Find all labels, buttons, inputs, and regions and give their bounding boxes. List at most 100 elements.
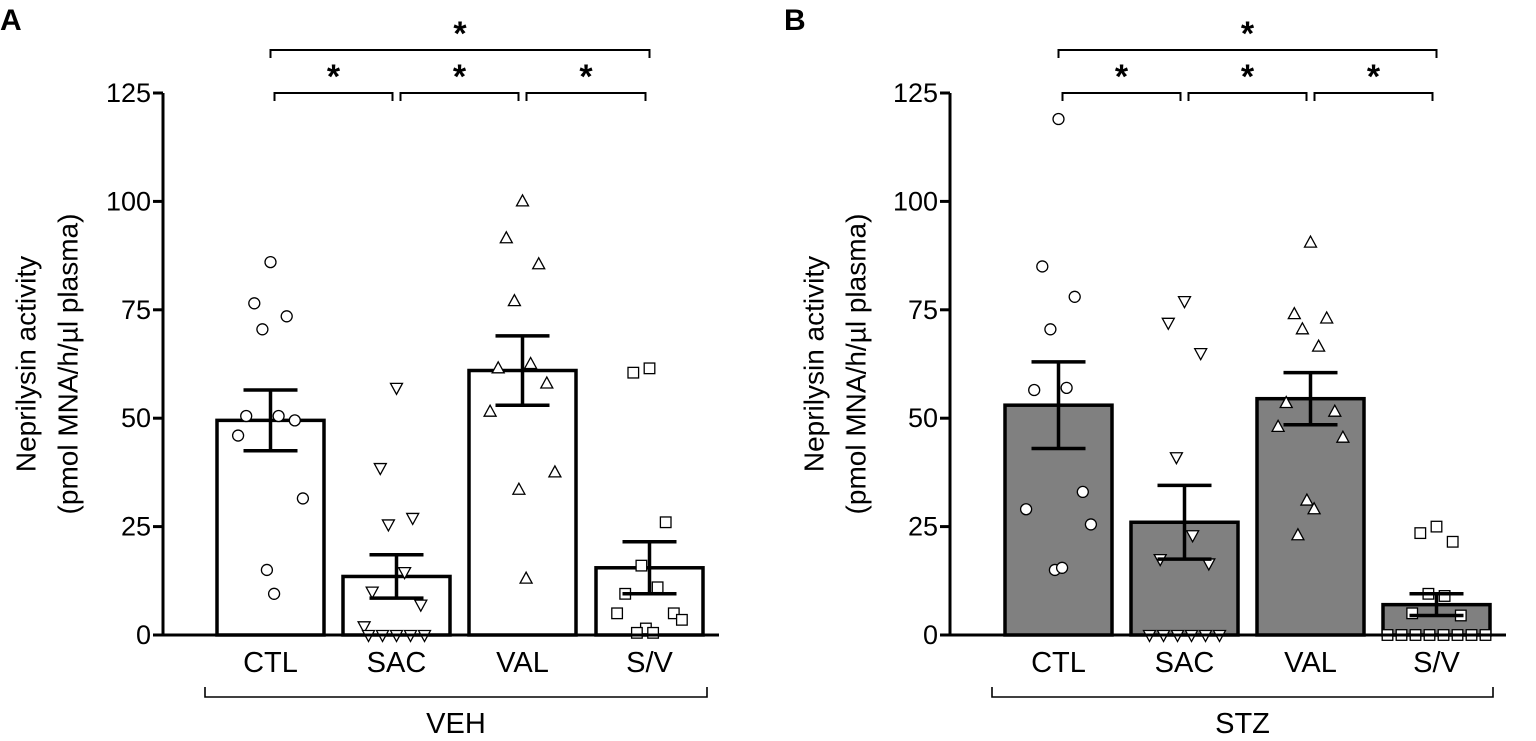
data-point [1406, 607, 1419, 620]
data-point [1327, 403, 1342, 417]
data-point [1319, 310, 1334, 324]
data-point [491, 360, 506, 374]
data-point [1076, 485, 1089, 499]
x-tick-label: S/V [626, 647, 673, 679]
data-point [1271, 419, 1286, 433]
bar-val [1255, 396, 1366, 637]
data-point [1335, 429, 1350, 443]
x-tick-label: CTL [1031, 647, 1086, 679]
significance-star: * [327, 58, 341, 96]
data-point [1279, 395, 1294, 409]
data-point [267, 587, 281, 600]
panel-A: A Neprilysin activity (pmol MNA/h/µl plasm… [0, 4, 719, 740]
data-point [523, 356, 538, 370]
data-point [240, 409, 253, 423]
group-bracket [204, 687, 708, 698]
y-tick-label: 75 [121, 295, 151, 325]
significance-bracket [1057, 49, 1438, 58]
data-point [499, 230, 514, 244]
data-point [373, 462, 388, 476]
group-bracket [991, 687, 1494, 698]
significance-star: * [453, 58, 467, 96]
data-point [288, 414, 301, 427]
data-point [1052, 112, 1065, 126]
data-point [1295, 321, 1310, 335]
panel-B: B Neprilysin activity (pmol MNA/h/µl plasm… [784, 4, 1506, 740]
x-tick-label: SAC [1155, 647, 1215, 679]
data-point [539, 375, 554, 389]
data-point [1169, 452, 1184, 466]
data-point [630, 626, 643, 639]
data-point [1177, 295, 1192, 309]
data-point [413, 599, 428, 613]
data-point [1307, 501, 1322, 515]
bar-ctl [215, 418, 326, 637]
x-tick-label: SAC [367, 647, 427, 679]
data-point [1019, 503, 1033, 516]
data-point [1311, 338, 1326, 352]
significance-bracket [399, 92, 520, 101]
data-point [515, 193, 530, 207]
data-point [1414, 527, 1427, 540]
data-point [651, 581, 664, 594]
x-tick-label: VAL [496, 647, 549, 679]
data-point [659, 516, 672, 529]
y-tick-label: 75 [908, 295, 938, 325]
y-axis-title-line2: (pmol MNA/h/µl plasma) [841, 214, 872, 515]
data-point [1044, 323, 1057, 336]
data-point [405, 512, 420, 526]
data-point [547, 464, 562, 478]
data-point [1430, 520, 1443, 533]
significance-bracket [525, 92, 647, 101]
data-point [248, 297, 261, 310]
y-tick-label: 0 [923, 620, 938, 650]
data-point [667, 607, 680, 620]
significance-star: * [1367, 58, 1381, 96]
data-point [1290, 527, 1305, 541]
significance-star: * [579, 58, 593, 96]
data-point [256, 323, 269, 336]
data-point [1084, 518, 1098, 531]
data-point [627, 366, 640, 379]
data-point [1055, 561, 1069, 574]
data-point [519, 570, 534, 584]
data-point [675, 613, 688, 626]
y-tick-label: 125 [106, 78, 151, 108]
x-tick-label: S/V [1413, 647, 1460, 679]
y-tick-label: 25 [908, 512, 938, 542]
significance-star: * [1241, 58, 1255, 96]
data-point [511, 481, 526, 495]
data-point [1193, 348, 1208, 362]
data-point [397, 566, 412, 580]
data-point [231, 429, 245, 442]
data-point [1287, 306, 1302, 320]
group-label: VEH [426, 708, 486, 740]
y-tick-label: 50 [908, 403, 938, 433]
y-tick-label: 0 [136, 620, 151, 650]
data-point [1060, 381, 1073, 394]
y-tick-label: 25 [121, 512, 151, 542]
y-axis-title-line2: (pmol MNA/h/µl plasma) [53, 214, 84, 515]
y-tick-label: 100 [106, 186, 151, 216]
data-point [1446, 535, 1459, 548]
y-axis-title-line1: Neprilysin activity [799, 256, 830, 472]
data-point [1028, 383, 1041, 397]
bar-val [467, 368, 578, 637]
data-point [1438, 590, 1451, 602]
data-point [1036, 260, 1049, 273]
panel-letter: A [0, 4, 22, 37]
data-point [381, 519, 396, 533]
significance-bracket [273, 92, 394, 101]
significance-bracket [1187, 92, 1308, 101]
data-point [611, 607, 624, 620]
data-point [531, 256, 546, 270]
significance-star: * [453, 15, 467, 53]
significance-star: * [1241, 15, 1255, 53]
y-tick-label: 125 [893, 78, 938, 108]
data-point [296, 492, 310, 505]
significance-bracket [269, 49, 651, 58]
data-point [635, 559, 648, 572]
data-point [264, 255, 277, 269]
data-point [643, 362, 656, 375]
